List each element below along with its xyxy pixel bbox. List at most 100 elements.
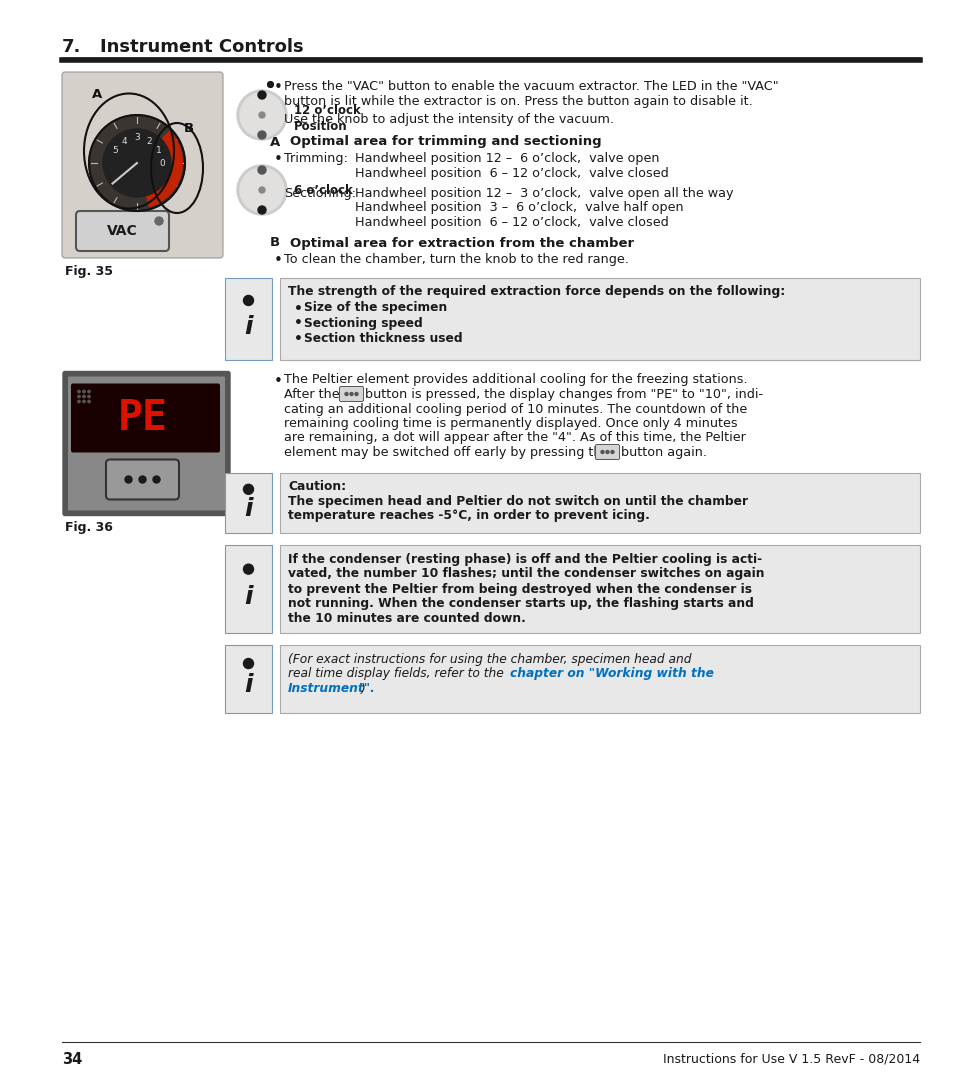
FancyBboxPatch shape bbox=[225, 544, 272, 633]
Circle shape bbox=[257, 91, 266, 99]
FancyBboxPatch shape bbox=[339, 387, 363, 402]
Circle shape bbox=[83, 395, 85, 397]
Text: Position: Position bbox=[294, 121, 347, 134]
Text: Sectioning:: Sectioning: bbox=[284, 187, 355, 200]
Text: chapter on "Working with the: chapter on "Working with the bbox=[510, 667, 713, 680]
Text: i: i bbox=[244, 314, 253, 339]
Text: Handwheel position  3 –  6 o’clock,  valve half open: Handwheel position 3 – 6 o’clock, valve … bbox=[355, 202, 683, 215]
Text: Trimming:: Trimming: bbox=[284, 152, 348, 165]
Circle shape bbox=[257, 166, 266, 174]
Circle shape bbox=[236, 165, 287, 215]
Text: ): ) bbox=[360, 683, 365, 696]
Wedge shape bbox=[137, 131, 183, 207]
Text: Optimal area for extraction from the chamber: Optimal area for extraction from the cha… bbox=[290, 237, 634, 249]
Circle shape bbox=[258, 112, 265, 118]
FancyBboxPatch shape bbox=[225, 278, 272, 360]
Text: •: • bbox=[274, 374, 283, 389]
Circle shape bbox=[600, 450, 603, 454]
Circle shape bbox=[355, 392, 357, 395]
Text: VAC: VAC bbox=[107, 224, 138, 238]
Text: are remaining, a dot will appear after the "4". As of this time, the Peltier: are remaining, a dot will appear after t… bbox=[284, 432, 745, 445]
FancyBboxPatch shape bbox=[280, 473, 919, 532]
Circle shape bbox=[236, 90, 287, 140]
Text: Sectioning speed: Sectioning speed bbox=[304, 316, 422, 329]
Text: the 10 minutes are counted down.: the 10 minutes are counted down. bbox=[288, 612, 525, 625]
Text: are remaining, a dot will appear after the "4". As of this time, the Peltier: are remaining, a dot will appear after t… bbox=[284, 432, 745, 445]
Text: 7.: 7. bbox=[62, 38, 81, 56]
Circle shape bbox=[243, 564, 253, 575]
Text: 34: 34 bbox=[62, 1052, 82, 1067]
Circle shape bbox=[139, 476, 146, 483]
Text: B: B bbox=[184, 121, 193, 135]
Circle shape bbox=[152, 476, 160, 483]
Circle shape bbox=[605, 450, 608, 454]
Text: 4: 4 bbox=[122, 137, 127, 146]
Circle shape bbox=[240, 168, 284, 212]
Text: After the □□□ button is pressed, the display changes from "PE" to "10", indi-: After the □□□ button is pressed, the dis… bbox=[284, 388, 781, 401]
Text: The Peltier element provides additional cooling for the freezing stations.: The Peltier element provides additional … bbox=[284, 374, 747, 387]
Text: Fig. 36: Fig. 36 bbox=[65, 522, 112, 535]
Text: real time display fields, refer to the: real time display fields, refer to the bbox=[288, 667, 507, 680]
Text: The Peltier element provides additional cooling for the freezing stations.: The Peltier element provides additional … bbox=[284, 374, 747, 387]
Text: •: • bbox=[274, 152, 283, 167]
Text: temperature reaches -5°C, in order to prevent icing.: temperature reaches -5°C, in order to pr… bbox=[288, 509, 649, 522]
Text: 3: 3 bbox=[134, 134, 140, 143]
Circle shape bbox=[243, 659, 253, 669]
Text: •: • bbox=[294, 301, 302, 315]
Text: i: i bbox=[244, 497, 253, 521]
Text: •: • bbox=[274, 113, 283, 129]
Circle shape bbox=[258, 187, 265, 193]
FancyBboxPatch shape bbox=[280, 544, 919, 633]
Circle shape bbox=[154, 217, 163, 225]
FancyBboxPatch shape bbox=[62, 72, 223, 258]
Text: Section thickness used: Section thickness used bbox=[304, 332, 462, 345]
Text: 2: 2 bbox=[147, 137, 152, 146]
Text: button is pressed, the display changes from "PE" to "10", indi-: button is pressed, the display changes f… bbox=[365, 388, 762, 401]
Text: Handwheel position 12 –  6 o’clock,  valve open: Handwheel position 12 – 6 o’clock, valve… bbox=[355, 152, 659, 165]
Text: button again.: button again. bbox=[620, 446, 706, 459]
Circle shape bbox=[345, 392, 348, 395]
Circle shape bbox=[88, 401, 91, 403]
Circle shape bbox=[83, 401, 85, 403]
FancyBboxPatch shape bbox=[225, 473, 272, 532]
Text: Instrument".: Instrument". bbox=[288, 683, 375, 696]
Circle shape bbox=[257, 206, 266, 214]
FancyBboxPatch shape bbox=[225, 645, 272, 713]
Text: A: A bbox=[91, 89, 102, 102]
Circle shape bbox=[78, 395, 80, 397]
Text: Instructions for Use V 1.5 RevF - 08/2014: Instructions for Use V 1.5 RevF - 08/201… bbox=[662, 1052, 919, 1065]
FancyBboxPatch shape bbox=[71, 383, 220, 453]
Text: Handwheel position 12 –  3 o’clock,  valve open all the way: Handwheel position 12 – 3 o’clock, valve… bbox=[355, 187, 733, 200]
Text: 0: 0 bbox=[159, 159, 165, 167]
Circle shape bbox=[89, 114, 185, 211]
Text: i: i bbox=[244, 673, 253, 698]
Circle shape bbox=[78, 390, 80, 393]
Circle shape bbox=[88, 390, 91, 393]
Text: Press the "VAC" button to enable the vacuum extractor. The LED in the "VAC": Press the "VAC" button to enable the vac… bbox=[284, 80, 778, 93]
FancyBboxPatch shape bbox=[595, 445, 618, 459]
Circle shape bbox=[78, 401, 80, 403]
Text: PE: PE bbox=[117, 396, 168, 438]
FancyBboxPatch shape bbox=[280, 278, 919, 360]
Text: •: • bbox=[274, 187, 283, 202]
Text: element may be switched off early by pressing the □□□ button again.: element may be switched off early by pre… bbox=[284, 446, 739, 459]
Text: Handwheel position  6 – 12 o’clock,  valve closed: Handwheel position 6 – 12 o’clock, valve… bbox=[355, 166, 668, 179]
Circle shape bbox=[125, 476, 132, 483]
Text: not running. When the condenser starts up, the flashing starts and: not running. When the condenser starts u… bbox=[288, 597, 753, 610]
Text: A: A bbox=[270, 135, 280, 148]
FancyBboxPatch shape bbox=[280, 645, 919, 713]
Circle shape bbox=[350, 392, 353, 395]
Circle shape bbox=[610, 450, 614, 454]
Text: The strength of the required extraction force depends on the following:: The strength of the required extraction … bbox=[288, 285, 784, 298]
FancyBboxPatch shape bbox=[63, 372, 230, 515]
FancyBboxPatch shape bbox=[106, 459, 179, 499]
Text: 12 o’clock: 12 o’clock bbox=[294, 105, 360, 118]
Text: Use the knob to adjust the intensity of the vacuum.: Use the knob to adjust the intensity of … bbox=[284, 113, 614, 126]
Text: •: • bbox=[294, 332, 302, 346]
Circle shape bbox=[83, 390, 85, 393]
Text: •: • bbox=[274, 253, 283, 268]
Text: B: B bbox=[270, 237, 280, 249]
Circle shape bbox=[243, 296, 253, 306]
Text: remaining cooling time is permanently displayed. Once only 4 minutes: remaining cooling time is permanently di… bbox=[284, 417, 737, 430]
Text: cating an additional cooling period of 10 minutes. The countdown of the: cating an additional cooling period of 1… bbox=[284, 403, 746, 416]
